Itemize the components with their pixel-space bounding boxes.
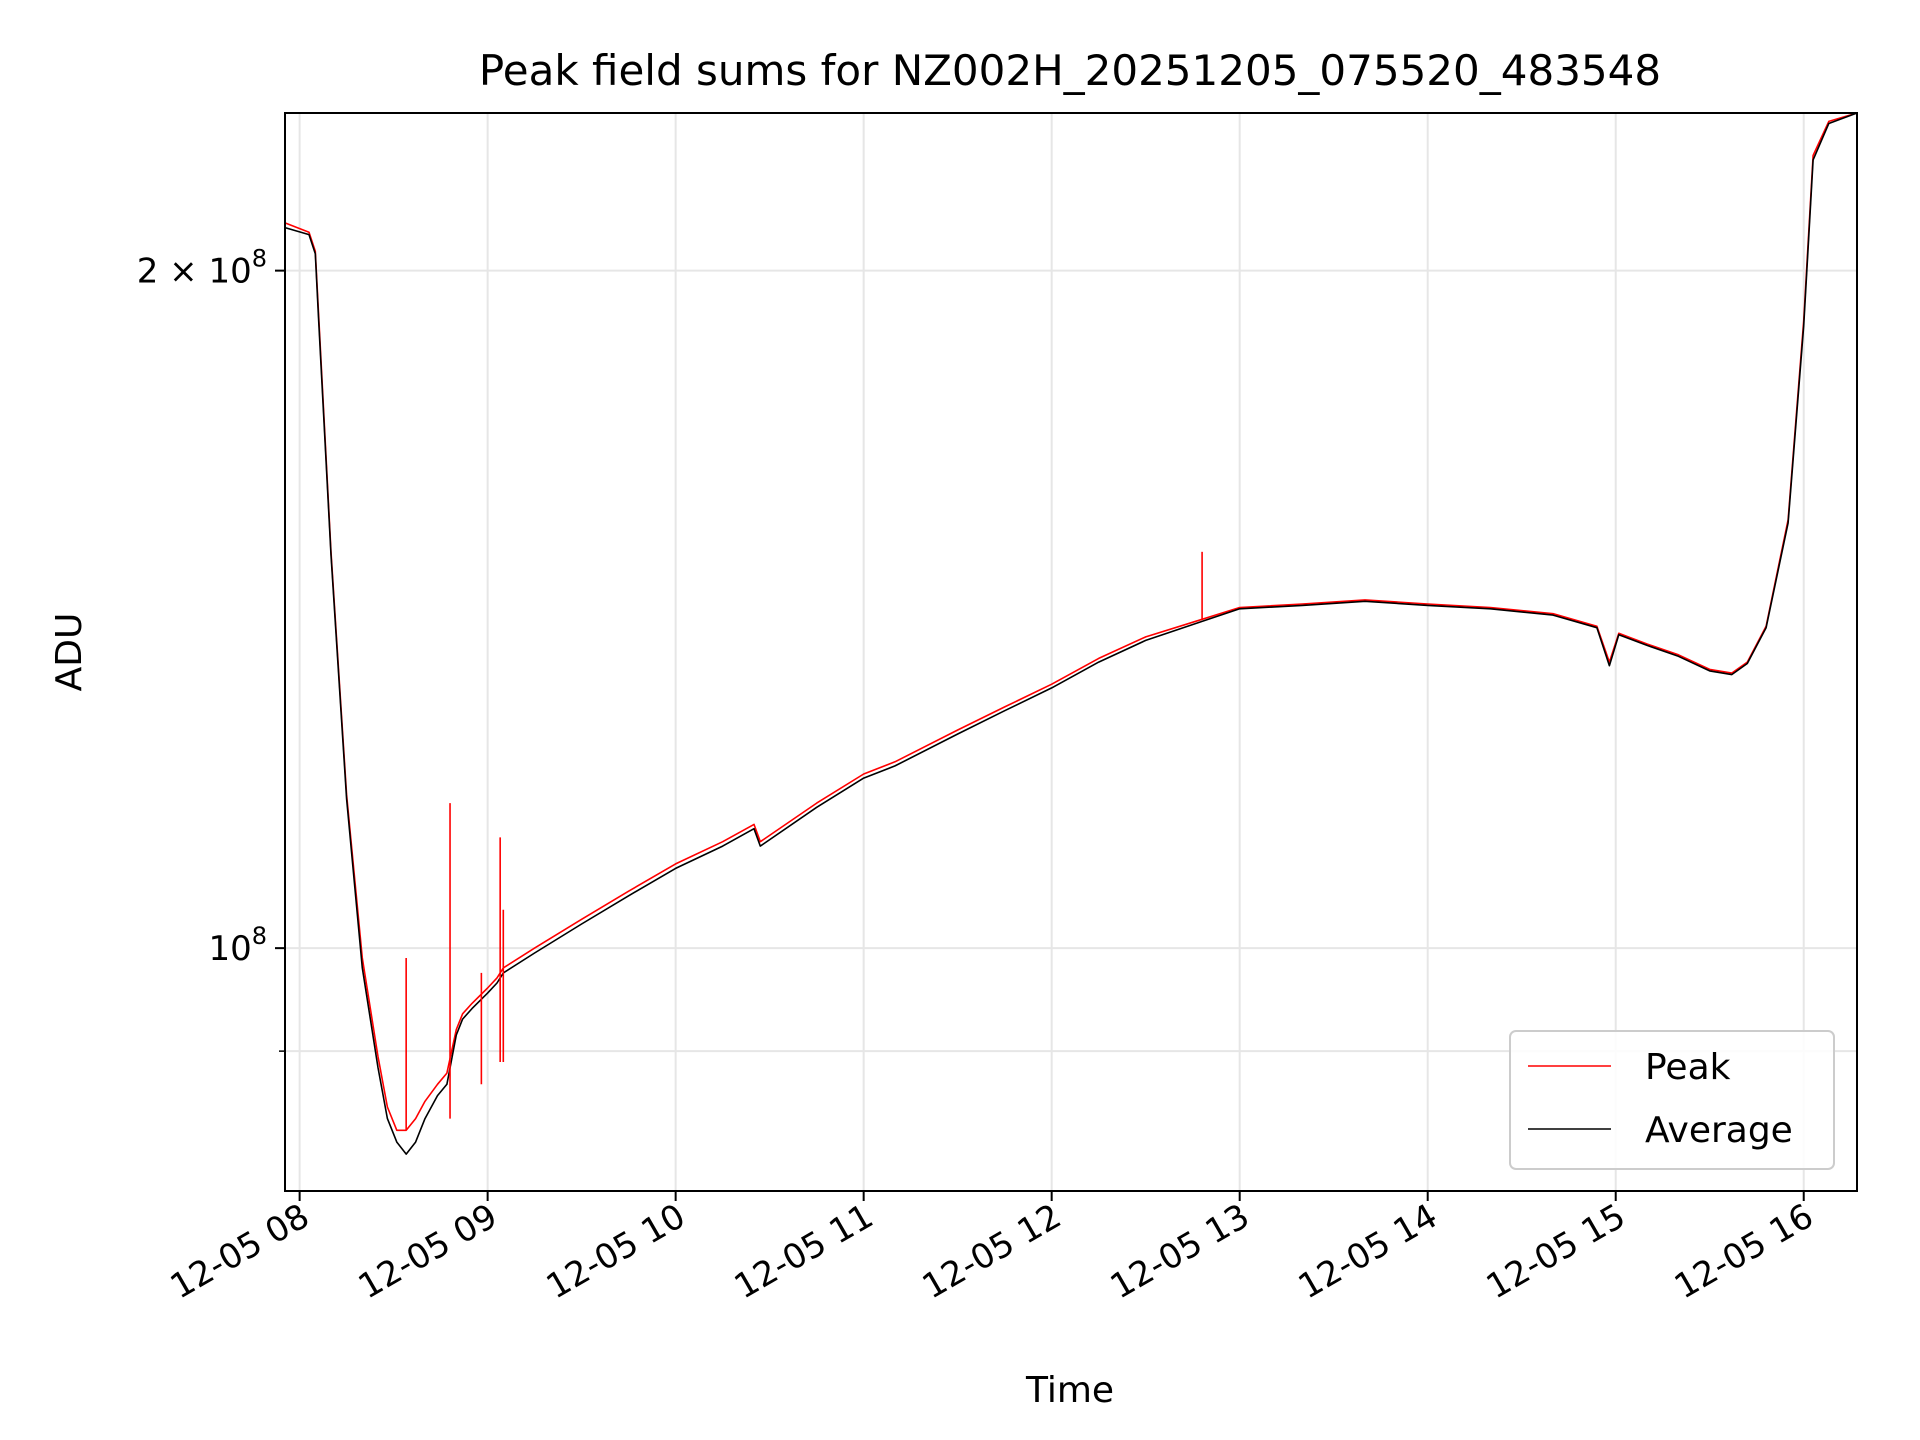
x-axis-label: Time xyxy=(1025,1370,1114,1411)
chart-title: Peak field sums for NZ002H_20251205_0755… xyxy=(479,46,1661,95)
y-axis-label: ADU xyxy=(49,613,90,692)
grid xyxy=(285,113,1857,1191)
plot-frame xyxy=(284,112,1858,1192)
legend: Peak Average xyxy=(1509,1030,1835,1170)
series-layer xyxy=(284,112,1858,1155)
series-line-average xyxy=(284,112,1858,1155)
legend-peak-label: Peak xyxy=(1645,1047,1731,1088)
series-line-peak xyxy=(284,112,1858,1132)
y-tick-exponent: 8 xyxy=(252,922,267,950)
y-tick-label: 2 × 108 xyxy=(137,245,267,292)
y-tick-exponent: 8 xyxy=(252,245,267,273)
legend-average-label: Average xyxy=(1645,1110,1793,1151)
